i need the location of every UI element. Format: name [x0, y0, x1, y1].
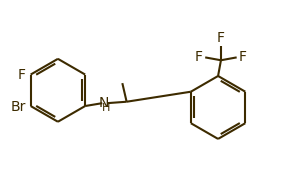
Text: N: N	[99, 96, 109, 110]
Text: H: H	[102, 103, 110, 113]
Text: F: F	[217, 30, 225, 45]
Text: Br: Br	[11, 100, 26, 114]
Text: F: F	[195, 50, 203, 64]
Text: F: F	[239, 50, 247, 64]
Text: F: F	[17, 68, 25, 82]
